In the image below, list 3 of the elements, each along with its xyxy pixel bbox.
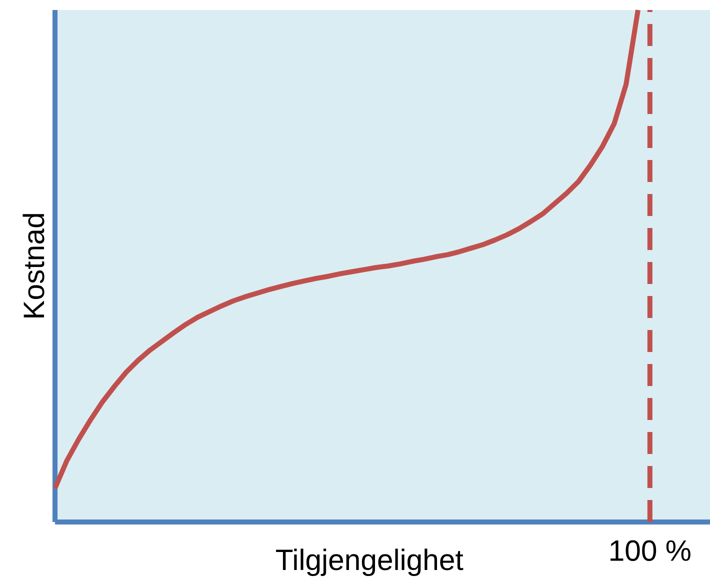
text: 100 % (610, 540, 690, 562)
x-axis-title: Tilgjengelighet (276, 548, 464, 576)
y-axis-title: Kostnad (22, 214, 44, 318)
